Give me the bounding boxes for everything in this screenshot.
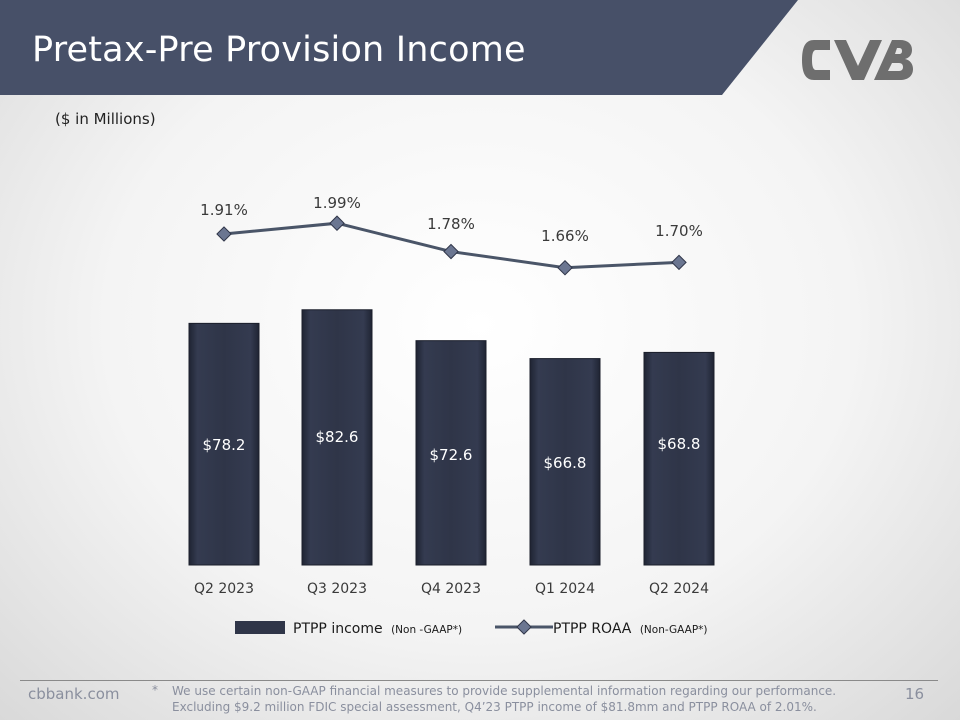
x-axis-tick-label: Q3 2023 (307, 581, 367, 597)
bar-ptpp-income (415, 340, 487, 566)
bar-value-label: $68.8 (658, 435, 701, 453)
units-note: ($ in Millions) (55, 110, 156, 128)
site-url: cbbank.com (28, 685, 120, 703)
bar-value-label: $82.6 (316, 428, 359, 446)
legend-marker-ptpp-roaa (516, 619, 532, 635)
bar-ptpp-income (529, 358, 601, 566)
footnote-marker: * (152, 683, 158, 697)
legend-swatch-ptpp-income (235, 621, 285, 634)
roaa-point-marker (329, 215, 345, 231)
bar-ptpp-income (188, 322, 260, 566)
bar-value-label: $78.2 (203, 436, 246, 454)
roaa-point-marker (216, 226, 232, 242)
footer-divider (20, 680, 938, 681)
legend-label-ptpp-roaa: PTPP ROAA (Non-GAAP*) (553, 621, 708, 637)
bar-value-label: $72.6 (430, 446, 473, 464)
bar-value-label: $66.8 (544, 454, 587, 472)
x-axis-tick-label: Q1 2024 (535, 581, 595, 597)
roaa-point-marker (557, 259, 573, 276)
x-axis-tick-label: Q4 2023 (421, 581, 481, 597)
legend-label-ptpp-income: PTPP income (Non -GAAP*) (293, 621, 462, 637)
roaa-value-label: 1.99% (313, 194, 361, 212)
roaa-value-label: 1.66% (541, 227, 589, 245)
cvb-logo (802, 40, 913, 80)
footnote: We use certain non-GAAP financial measur… (172, 684, 837, 714)
roaa-value-label: 1.70% (655, 222, 703, 240)
page-title: Pretax-Pre Provision Income (32, 30, 526, 70)
roaa-value-label: 1.78% (427, 215, 475, 233)
title-banner (0, 0, 798, 95)
x-axis-tick-label: Q2 2023 (194, 581, 254, 597)
page-number: 16 (905, 685, 925, 703)
roaa-value-label: 1.91% (200, 201, 248, 219)
x-axis-tick-label: Q2 2024 (649, 581, 709, 597)
bar-ptpp-income (643, 351, 715, 566)
roaa-point-marker (671, 254, 687, 271)
bar-ptpp-income (301, 309, 373, 566)
roaa-point-marker (443, 243, 459, 260)
